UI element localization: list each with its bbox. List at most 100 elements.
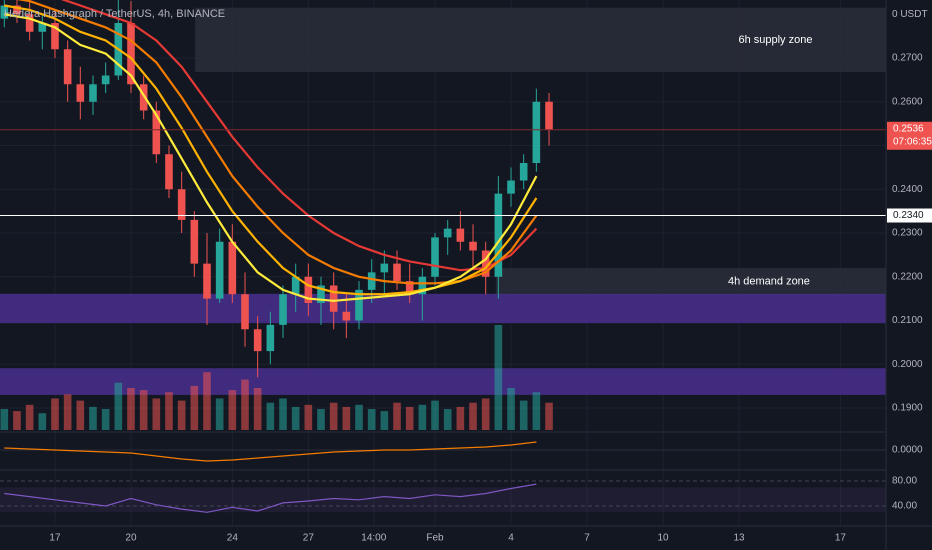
volume-bar [469,402,477,430]
candle-body [405,281,414,295]
volume-bar [342,406,351,430]
x-tick-label: 4 [508,533,514,544]
volume-bar [63,394,72,430]
zone [0,368,886,395]
volume-bar [0,409,9,430]
volume-bar [76,400,85,430]
candle-body [89,84,97,102]
x-tick-label: 17 [835,533,847,544]
candle-body [367,272,376,290]
volume-bar [545,402,553,430]
candle-body [469,241,477,251]
macd-line [4,441,537,462]
candle-body [228,241,237,295]
x-tick-label: 13 [733,533,745,544]
volume-bar [152,398,161,430]
volume-bar [431,400,439,430]
candle-body [165,154,173,190]
candle-body [380,263,389,273]
volume-bar [456,406,465,430]
candle-body [304,276,313,303]
y-tick-label: 0.2100 [892,315,923,326]
ribbon-line [4,13,538,302]
candle-body [481,250,490,277]
candle-body [545,101,553,130]
y-tick-label: 0.2000 [892,359,923,370]
zone [195,7,886,73]
candle-body [279,294,287,325]
volume-bar [13,411,21,430]
countdown: 07:06:35 [893,136,932,147]
y-tick-label: 0.1900 [892,403,923,414]
volume-bar [279,398,287,430]
x-tick-label: 17 [49,533,61,544]
volume-bar [139,390,148,430]
last-price-label: 0.2536 [893,123,924,134]
candle-body [63,49,72,85]
rsi-band [0,487,886,513]
candle-body [215,241,224,299]
volume-bar [380,411,389,430]
rsi-line [4,483,537,513]
volume-bar [494,325,503,430]
volume-bar [317,409,325,430]
candle-body [532,101,541,164]
volume-bar [418,404,427,430]
volume-bar [367,409,376,430]
ribbon-line [60,0,538,272]
volume-bar [519,400,528,430]
volume-bar [228,390,237,430]
candle-body [51,23,59,50]
volume-bar [241,379,249,430]
volume-bar [165,392,173,430]
candle-body [139,84,148,111]
candle-body [76,84,85,102]
candle-body [190,219,199,264]
y-tick-label: 0.2700 [892,53,923,64]
candle-body [13,5,21,15]
y-tick-label: 0.2300 [892,228,923,239]
last-price-tag [887,121,932,150]
candle-body [342,311,351,321]
plot: 6h supply zone 4h demand zone [0,0,886,526]
level-label: 0.2340 [893,210,924,221]
y-tick-label: 0.2200 [892,271,923,282]
y-tick-label: 0 USDT [892,9,928,20]
zone [495,268,886,296]
candle-body [203,263,211,299]
volume-bar [203,372,211,430]
volume-bar [304,404,313,430]
zone [0,293,886,324]
volume-bar [177,400,186,430]
candle-body [38,23,47,32]
volume-bar [89,406,97,430]
candle-body [393,263,401,282]
volume-bar [127,388,135,430]
x-tick-label: 24 [227,533,239,544]
volume-bar [25,404,34,430]
candle-body [494,193,503,277]
x-tick-label: 14:00 [361,533,386,544]
volume-bar [215,398,224,430]
x-tick-label: 27 [303,533,315,544]
candle-body [329,285,338,312]
x-tick-label: 7 [584,533,590,544]
candle-body [127,23,135,85]
y-tick-label: 0.2600 [892,96,923,107]
volume-bar [355,404,363,430]
candle-body [241,294,249,330]
candle-body [519,163,528,181]
volume-bar [481,398,490,430]
zone-label: 4h demand zone [728,275,810,287]
volume-bar [329,402,338,430]
candle-body [253,329,262,352]
candle-body [418,276,427,295]
volume-bar [507,388,515,430]
candle-body [291,276,300,295]
candle-body [456,228,465,242]
chart-title: Hedera Hashgraph / TetherUS, 4h, BINANCE [4,8,225,20]
y-tick-label: 80.00 [892,476,917,487]
y-tick-label: 0.2400 [892,184,923,195]
volume-bar [266,402,275,430]
